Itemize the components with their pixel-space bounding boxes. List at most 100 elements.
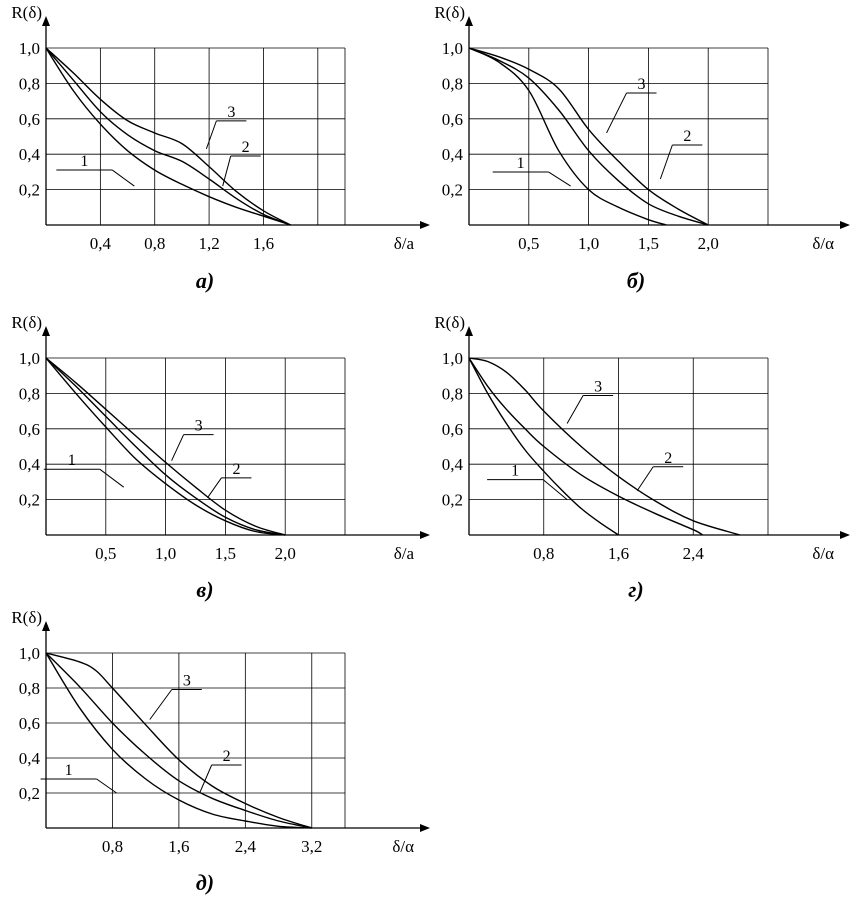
series-leader-line — [659, 144, 673, 180]
series-label: 2 — [242, 139, 250, 156]
series-line-3 — [468, 47, 709, 226]
series-leader-line — [566, 395, 584, 424]
series-label: 3 — [183, 673, 191, 690]
x-tick-label: 1,5 — [638, 234, 659, 253]
y-tick-label: 0,8 — [19, 74, 40, 93]
grid-lines — [46, 357, 346, 535]
panel-caption: б) — [627, 268, 645, 293]
series-leader-line — [99, 468, 125, 488]
series-line-2 — [45, 47, 291, 226]
series-line-1 — [45, 652, 312, 829]
x-tick-label: 0,8 — [102, 837, 123, 856]
y-tick-label: 0,2 — [442, 491, 463, 510]
grid-lines — [469, 47, 769, 225]
x-tick-label: 2,4 — [683, 544, 705, 563]
y-axis-title: R(δ) — [11, 608, 42, 627]
y-tick-label: 0,8 — [442, 384, 463, 403]
y-tick-label: 0,2 — [442, 181, 463, 200]
series-line-3 — [468, 357, 741, 536]
y-tick-label: 0,6 — [19, 714, 40, 733]
series-leader-line — [112, 169, 135, 187]
y-tick-label: 1,0 — [19, 644, 40, 663]
y-tick-label: 0,6 — [442, 110, 463, 129]
x-tick-label: 0,8 — [144, 234, 165, 253]
series-leader-line — [96, 778, 117, 794]
series-leader-line — [171, 434, 185, 461]
panel-caption: г) — [628, 577, 643, 602]
series-label: 2 — [664, 450, 672, 467]
grid-lines — [469, 357, 769, 535]
series-line-2 — [45, 357, 286, 536]
x-tick-label: 1,6 — [253, 234, 274, 253]
series-line-1 — [468, 47, 667, 226]
chart-panel-2: 1,0 0,8 0,6 0,4 0,2 0,5 1,0 1,5 2,0 R(δ) δ/α б) 1 2 3 — [434, 3, 850, 293]
y-axis-arrow — [465, 326, 473, 336]
x-axis-arrow — [420, 221, 430, 229]
y-tick-label: 0,8 — [19, 679, 40, 698]
y-tick-label: 0,4 — [19, 145, 41, 164]
series-label: 1 — [517, 155, 525, 172]
x-tick-label: 0,5 — [518, 234, 539, 253]
x-axis-arrow — [840, 531, 850, 539]
series-label: 1 — [511, 463, 519, 480]
chart-panel-3: 1,0 0,8 0,6 0,4 0,2 0,5 1,0 1,5 2,0 R(δ) δ/a в) 1 2 3 — [11, 313, 430, 602]
series-label: 2 — [683, 128, 691, 145]
series-label: 2 — [223, 748, 231, 765]
series-line-3 — [45, 357, 286, 536]
series-line-1 — [468, 357, 619, 536]
y-axis-arrow — [465, 16, 473, 26]
x-axis-title: δ/α — [812, 544, 834, 563]
y-axis-title: R(δ) — [11, 3, 42, 22]
y-tick-label: 0,4 — [19, 455, 41, 474]
y-tick-label: 0,2 — [19, 491, 40, 510]
series-line-2 — [468, 47, 709, 226]
y-tick-label: 0,4 — [442, 145, 464, 164]
x-tick-label: 0,4 — [90, 234, 112, 253]
series-line-3 — [45, 652, 313, 829]
series-leader-line — [199, 764, 213, 794]
series-leader-line — [207, 477, 222, 499]
y-tick-label: 0,6 — [19, 110, 40, 129]
x-axis-title: δ/a — [394, 544, 415, 563]
series-leader-line — [222, 155, 232, 187]
y-axis-title: R(δ) — [434, 313, 465, 332]
series-leader-line — [149, 689, 173, 720]
x-axis-arrow — [420, 824, 430, 832]
y-tick-label: 0,6 — [442, 420, 463, 439]
y-tick-label: 0,4 — [442, 455, 464, 474]
series-line-2 — [45, 652, 312, 829]
x-tick-label: 1,0 — [155, 544, 176, 563]
series-leader-line — [542, 479, 568, 500]
series-line-2 — [468, 357, 703, 536]
series-label: 3 — [638, 76, 646, 93]
x-tick-label: 1,0 — [578, 234, 599, 253]
series-leader-line — [606, 92, 627, 134]
x-axis-arrow — [840, 221, 850, 229]
chart-panel-5: 1,0 0,8 0,6 0,4 0,2 0,8 1,6 2,4 3,2 R(δ) δ/α д) 1 2 3 — [11, 608, 430, 895]
x-tick-label: 2,0 — [698, 234, 719, 253]
y-axis-title: R(δ) — [11, 313, 42, 332]
series-label: 1 — [68, 452, 76, 469]
x-axis-title: δ/α — [392, 837, 414, 856]
series-label: 1 — [65, 762, 73, 779]
x-tick-label: 1,6 — [168, 837, 189, 856]
y-tick-label: 0,8 — [19, 384, 40, 403]
grid-lines — [46, 47, 346, 225]
y-tick-label: 1,0 — [442, 349, 463, 368]
series-leader-line — [636, 466, 654, 492]
x-tick-label: 0,8 — [533, 544, 554, 563]
y-tick-label: 1,0 — [442, 39, 463, 58]
chart-panel-1: 1,0 0,8 0,6 0,4 0,2 0,4 0,8 1,2 1,6 R(δ) δ/a а) 1 2 3 — [11, 3, 430, 293]
panel-caption: д) — [196, 870, 214, 895]
panel-caption: а) — [196, 268, 214, 293]
series-line-3 — [45, 47, 291, 226]
chart-panel-4: 1,0 0,8 0,6 0,4 0,2 0,8 1,6 2,4 R(δ) δ/α г) 1 2 3 — [434, 313, 850, 602]
series-label: 3 — [227, 104, 235, 121]
x-tick-label: 2,4 — [235, 837, 257, 856]
y-tick-label: 0,2 — [19, 181, 40, 200]
series-leader-line — [548, 171, 571, 187]
x-tick-label: 3,2 — [301, 837, 322, 856]
y-axis-title: R(δ) — [434, 3, 465, 22]
grid-lines — [46, 652, 346, 828]
